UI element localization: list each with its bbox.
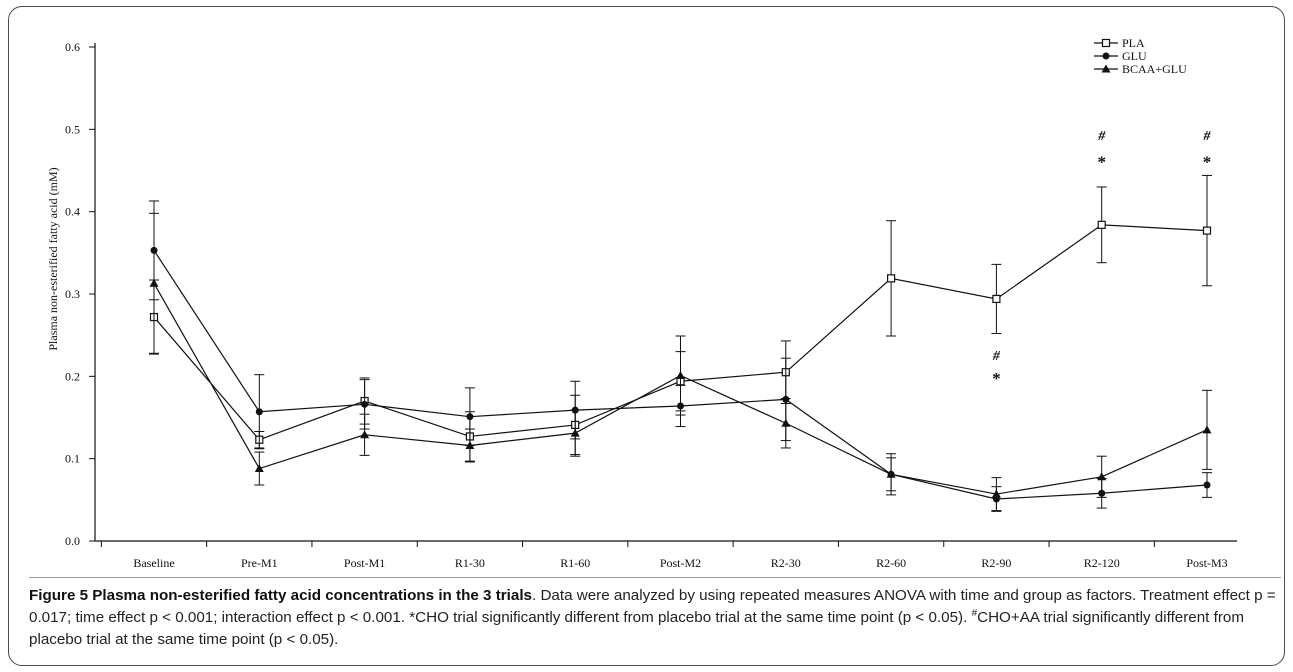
legend-label: PLA [1122,36,1145,50]
data-point [781,418,791,427]
data-point [676,371,685,380]
data-point [149,278,159,287]
data-point [1203,481,1211,489]
legend-item-glu: GLU [1094,49,1147,63]
legend-item-pla: PLA [1094,36,1145,50]
data-point [360,430,370,439]
significance-marker: * [992,369,1001,388]
data-point [1097,220,1106,229]
chart-series [149,174,1212,512]
significance-marker: * [1203,152,1212,171]
chart-annotations: # * # * # * [992,129,1212,388]
data-point [361,400,369,408]
x-tick-label: Post-M3 [1186,556,1227,570]
y-axis-title: Plasma non-esterified fatty acid (mM) [46,167,60,350]
figure-frame: 0.0 0.1 0.2 0.3 0.4 0.5 0.6 Baseline Pre-M1 Post-… [8,6,1285,666]
legend-marker [1102,52,1110,60]
legend-item-bcaa-glu: BCAA+GLU [1094,62,1187,76]
x-tick-label: R1-30 [455,556,485,570]
legend-marker [1101,64,1111,73]
caption-sup: # [971,607,978,619]
caption-text-2: CHO+AA trial significantly different fro… [29,609,1244,648]
y-tick-label: 0.1 [65,452,80,466]
x-tick-label: R2-30 [771,556,801,570]
data-point [465,440,475,449]
data-point [991,489,1001,498]
x-tick-label: R2-120 [1084,556,1120,570]
x-tick-label: Pre-M1 [241,556,278,570]
chart-axes: 0.0 0.1 0.2 0.3 0.4 0.5 0.6 Baseline Pre-M1 Post-… [46,40,1237,570]
y-tick-label: 0.2 [65,369,80,383]
data-point [886,274,896,283]
x-tick-label: Baseline [133,556,174,570]
x-tick-label: Post-M2 [660,556,701,570]
legend-label: GLU [1122,49,1147,63]
significance-marker: # [1097,129,1106,144]
data-point [570,428,580,437]
data-point [255,408,263,416]
data-point [1202,226,1212,235]
significance-marker: # [992,349,1001,364]
legend-label: BCAA+GLU [1122,62,1187,76]
caption-divider [29,577,1281,578]
x-tick-label: Post-M1 [344,556,385,570]
data-point [992,294,1001,304]
y-tick-label: 0.5 [65,122,80,136]
data-point [466,413,474,421]
significance-marker: # [1203,129,1212,144]
x-tick-label: R1-60 [560,556,590,570]
y-tick-label: 0.6 [65,40,80,54]
significance-marker: * [1097,152,1106,171]
data-point [1097,472,1107,481]
y-tick-label: 0.4 [65,205,80,219]
data-point [254,464,264,473]
caption-title: Figure 5 Plasma non-esterified fatty aci… [29,587,533,604]
data-point [886,469,896,478]
x-tick-label: R2-60 [876,556,906,570]
data-point [1202,425,1212,434]
legend-marker [1101,38,1111,48]
x-tick-label: R2-90 [981,556,1011,570]
caption-text-1: . Data were analyzed by using repeated m… [29,587,1276,626]
y-tick-label: 0.3 [65,287,80,301]
y-tick-label: 0.0 [65,534,80,548]
series-bcaa-glu [149,212,1212,512]
figure-caption: Figure 5 Plasma non-esterified fatty aci… [29,585,1279,651]
line-chart: 0.0 0.1 0.2 0.3 0.4 0.5 0.6 Baseline Pre-M1 Post-… [46,36,1237,570]
